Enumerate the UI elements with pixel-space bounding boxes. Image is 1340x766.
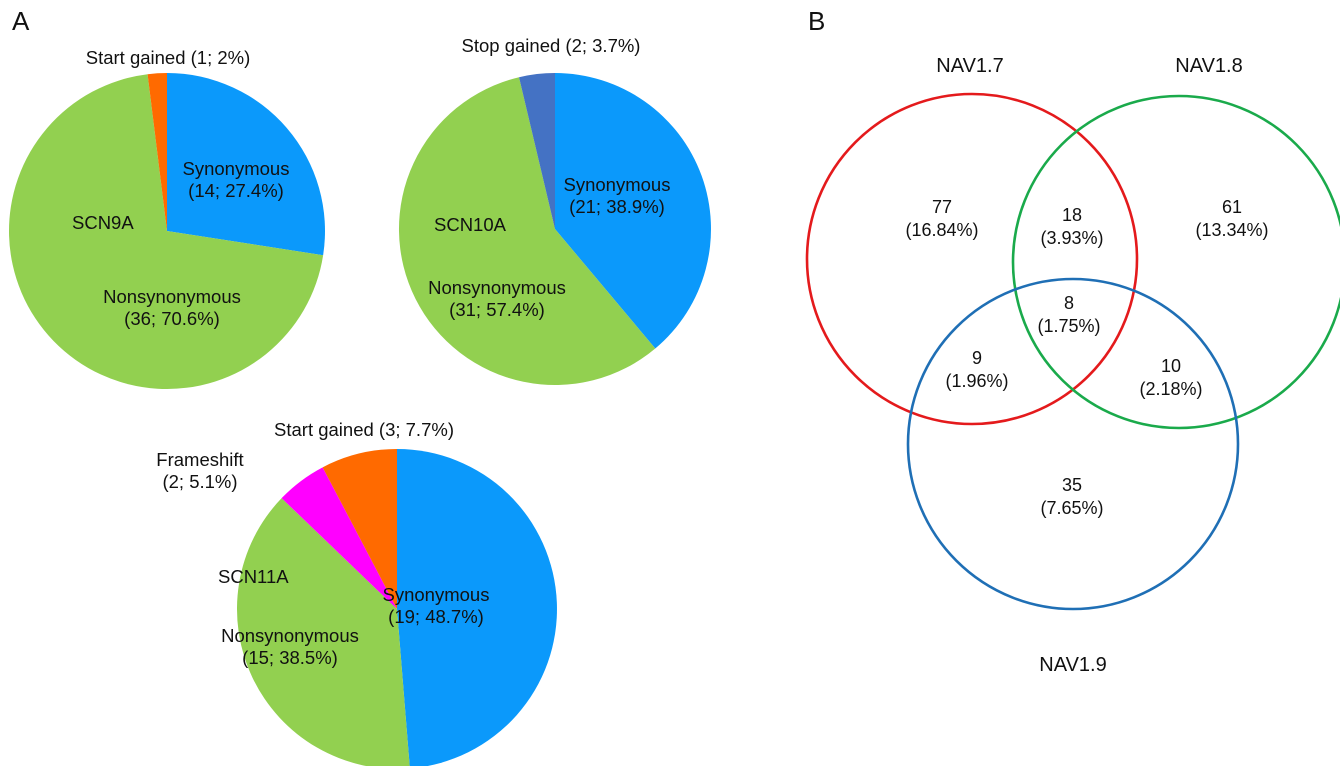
pie-slice-stop-gained [519, 73, 555, 229]
venn-region-count: 61 [1222, 197, 1242, 217]
pie-slice-synonymous [167, 73, 326, 256]
pie-slice-start-gained [147, 73, 167, 231]
slice-label: (36; 70.6%) [124, 308, 220, 329]
panel-a-label: A [12, 6, 30, 36]
venn-region-percent: (1.75%) [1037, 316, 1100, 336]
pie-scn9a: SCN9A Synonymous(14; 27.4%) Nonsynonymous(… [9, 47, 326, 390]
panel-b-label: B [808, 6, 825, 36]
venn-region-count: 77 [932, 197, 952, 217]
venn-set-label: NAV1.8 [1175, 55, 1242, 77]
pie-slice-nonsynonymous [237, 498, 410, 766]
slice-label: Synonymous [383, 584, 490, 605]
slice-label: (14; 27.4%) [188, 180, 284, 201]
venn-region-percent: (3.93%) [1040, 228, 1103, 248]
pie-slice-start-gained [322, 449, 397, 609]
venn-region-percent: (7.65%) [1040, 498, 1103, 518]
venn-region-percent: (13.34%) [1195, 220, 1268, 240]
slice-label: (21; 38.9%) [569, 196, 665, 217]
pie-slice-nonsynonymous [9, 74, 324, 390]
slice-label: (15; 38.5%) [242, 647, 338, 668]
pie-slice-frameshift [281, 467, 397, 609]
slice-label: Stop gained (2; 3.7%) [462, 35, 641, 56]
slice-label: (31; 57.4%) [449, 299, 545, 320]
slice-label: Synonymous [183, 158, 290, 179]
slice-label: Nonsynonymous [221, 625, 359, 646]
slice-label: Frameshift [156, 449, 243, 470]
pie-title: SCN11A [218, 566, 289, 587]
venn-region-count: 10 [1161, 356, 1181, 376]
venn-diagram: NAV1.7 NAV1.8 NAV1.9 77 (16.84%) 61 (13.34%) 35… [805, 55, 1340, 676]
slice-label: (19; 48.7%) [388, 606, 484, 627]
slice-label: Start gained (3; 7.7%) [274, 419, 454, 440]
venn-circle-nav19 [906, 277, 1240, 611]
venn-circle-nav18 [1011, 94, 1340, 430]
venn-set-label: NAV1.7 [936, 55, 1003, 77]
venn-circle-nav17 [805, 92, 1139, 426]
venn-region-percent: (1.96%) [945, 371, 1008, 391]
venn-region-count: 9 [972, 348, 982, 368]
slice-label: Start gained (1; 2%) [86, 47, 251, 68]
pie-slice-synonymous [555, 73, 711, 349]
venn-region-percent: (2.18%) [1139, 379, 1202, 399]
venn-set-label: NAV1.9 [1039, 654, 1106, 676]
pie-title: SCN10A [434, 214, 507, 235]
slice-label: Nonsynonymous [103, 286, 241, 307]
pie-scn10a: SCN10A Synonymous(21; 38.9%) Nonsynonymous… [398, 35, 711, 386]
pie-slice-synonymous [397, 449, 557, 766]
slice-label: (2; 5.1%) [162, 471, 237, 492]
venn-region-count: 18 [1062, 205, 1082, 225]
slice-label: Nonsynonymous [428, 277, 566, 298]
pie-scn11a: SCN11A Synonymous(19; 48.7%) Nonsynonymous… [156, 419, 557, 766]
venn-region-count: 8 [1064, 293, 1074, 313]
venn-region-percent: (16.84%) [905, 220, 978, 240]
pie-slice-nonsynonymous [398, 77, 656, 386]
slice-label: Synonymous [564, 174, 671, 195]
venn-region-count: 35 [1062, 475, 1082, 495]
pie-title: SCN9A [72, 212, 134, 233]
